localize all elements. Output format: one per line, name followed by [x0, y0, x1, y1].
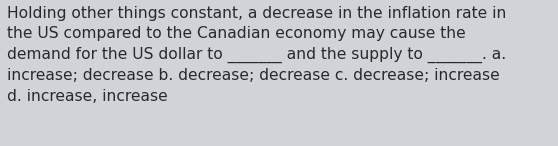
Text: Holding other things constant, a decrease in the inflation rate in
the US compar: Holding other things constant, a decreas…: [7, 6, 507, 104]
